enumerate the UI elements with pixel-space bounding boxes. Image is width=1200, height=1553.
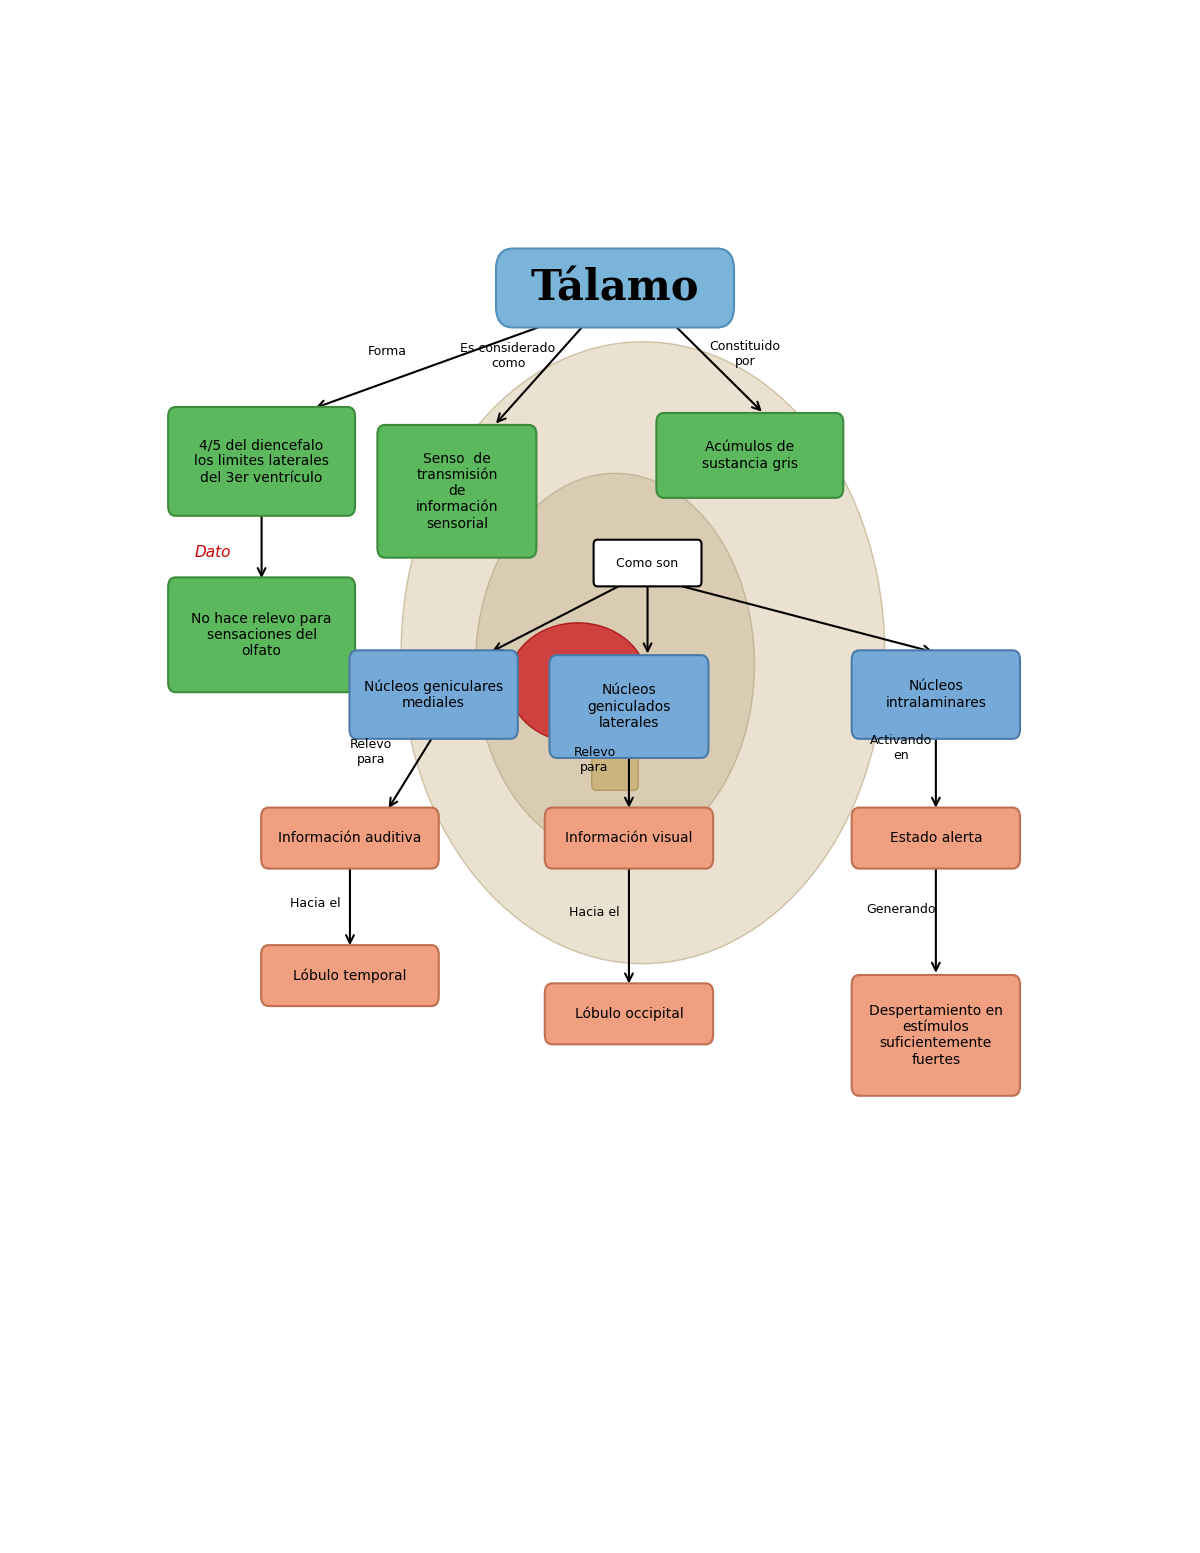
Ellipse shape [508,623,648,742]
Text: Lóbulo temporal: Lóbulo temporal [293,969,407,983]
FancyBboxPatch shape [377,426,536,558]
FancyBboxPatch shape [262,946,439,1006]
Text: Lóbulo occipital: Lóbulo occipital [575,1006,683,1022]
Text: Acúmulos de
sustancia gris: Acúmulos de sustancia gris [702,441,798,471]
Text: Información auditiva: Información auditiva [278,831,421,845]
Text: Núcleos
intralaminares: Núcleos intralaminares [886,680,986,710]
Ellipse shape [475,474,755,856]
FancyBboxPatch shape [592,683,638,790]
FancyBboxPatch shape [168,578,355,693]
Text: Dato: Dato [194,545,232,559]
FancyBboxPatch shape [852,808,1020,868]
Text: Relevo
para: Relevo para [350,738,392,766]
Text: Relevo
para: Relevo para [574,747,616,775]
Text: Núcleos
geniculados
laterales: Núcleos geniculados laterales [587,683,671,730]
FancyBboxPatch shape [545,808,713,868]
Text: Forma: Forma [367,345,407,357]
FancyBboxPatch shape [550,655,708,758]
FancyBboxPatch shape [852,651,1020,739]
Text: Generando: Generando [866,904,936,916]
Ellipse shape [401,342,884,963]
Text: No hace relevo para
sensaciones del
olfato: No hace relevo para sensaciones del olfa… [191,612,332,658]
FancyBboxPatch shape [545,983,713,1044]
Text: Tálamo: Tálamo [530,267,700,309]
Text: Despertamiento en
estímulos
suficientemente
fuertes: Despertamiento en estímulos suficienteme… [869,1005,1003,1067]
FancyBboxPatch shape [656,413,844,499]
Text: Hacia el: Hacia el [569,905,620,919]
Text: Constituido
por: Constituido por [709,340,781,368]
FancyBboxPatch shape [852,975,1020,1096]
Text: Es considerado
como: Es considerado como [461,342,556,370]
Text: 4/5 del diencefalo
los limites laterales
del 3er ventrículo: 4/5 del diencefalo los limites laterales… [194,438,329,485]
Text: Activando
en: Activando en [870,735,932,763]
Text: Senso  de
transmisión
de
información
sensorial: Senso de transmisión de información sens… [415,452,498,531]
FancyBboxPatch shape [262,808,439,868]
Text: Estado alerta: Estado alerta [889,831,982,845]
FancyBboxPatch shape [594,540,702,587]
Text: Núcleos geniculares
mediales: Núcleos geniculares mediales [364,679,503,710]
FancyBboxPatch shape [496,248,734,328]
FancyBboxPatch shape [168,407,355,516]
Text: Como son: Como son [617,556,679,570]
Text: Hacia el: Hacia el [290,898,341,910]
Text: Información visual: Información visual [565,831,692,845]
FancyBboxPatch shape [349,651,518,739]
